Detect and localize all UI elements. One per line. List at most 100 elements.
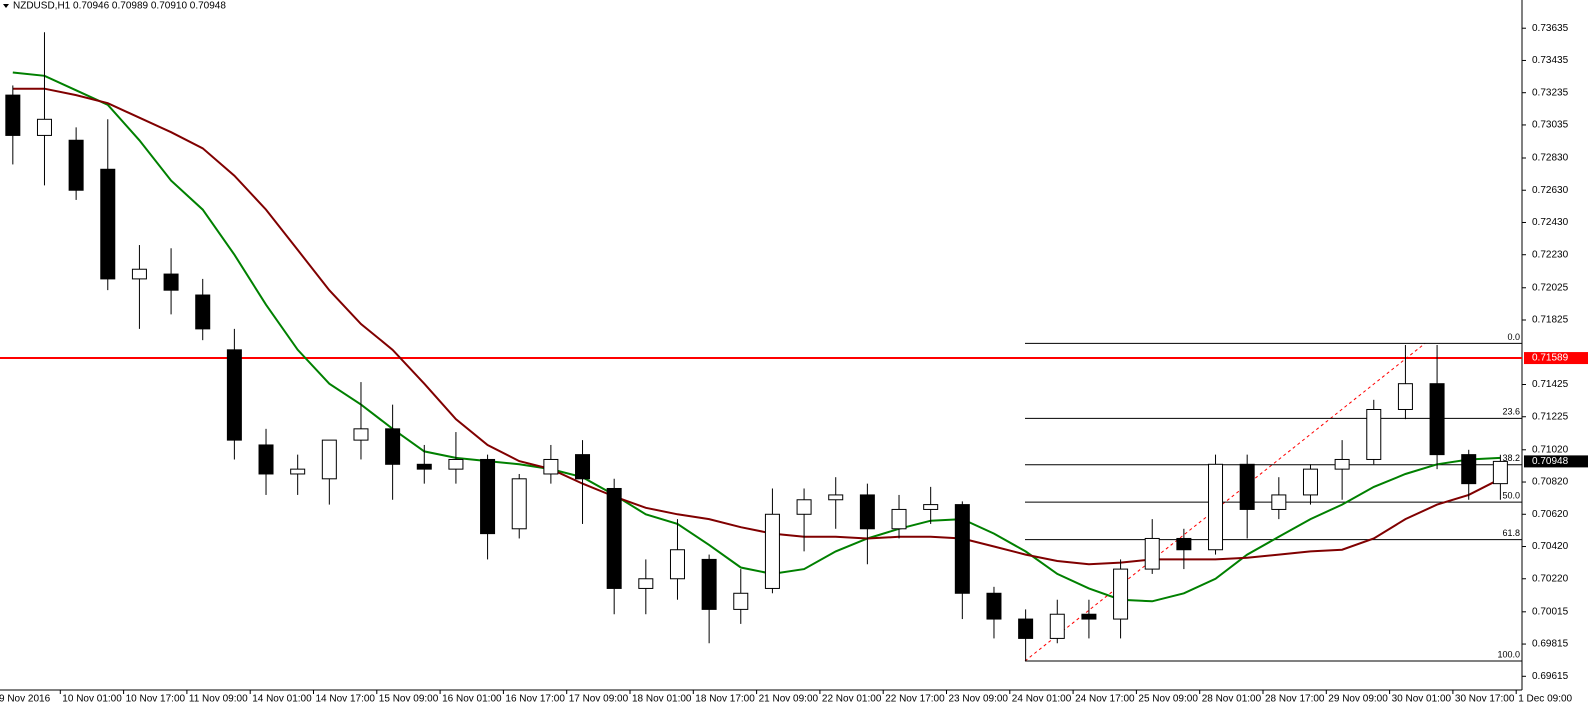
x-tick-label: 29 Nov 09:00 <box>1328 694 1388 705</box>
x-tick-label: 18 Nov 17:00 <box>695 694 755 705</box>
chart-header: NZDUSD,H1 0.70946 0.70989 0.70910 0.7094… <box>13 1 226 12</box>
candle-body <box>321 439 337 480</box>
y-tick-label: 0.73635 <box>1532 23 1569 34</box>
candle-body <box>733 592 749 610</box>
candle-body <box>796 499 812 515</box>
x-tick-label: 23 Nov 09:00 <box>949 694 1009 705</box>
x-tick-label: 14 Nov 17:00 <box>316 694 376 705</box>
candle-body <box>385 428 401 465</box>
last-price-tag-bg <box>1524 455 1588 468</box>
x-tick-label: 14 Nov 01:00 <box>252 694 312 705</box>
y-tick-label: 0.70420 <box>1532 541 1569 552</box>
x-tick-label: 30 Nov 01:00 <box>1392 694 1452 705</box>
x-tick-label: 22 Nov 01:00 <box>822 694 882 705</box>
candle-body <box>1302 468 1318 496</box>
candle-body <box>986 592 1002 620</box>
candle-body <box>954 504 970 594</box>
y-tick-label: 0.72430 <box>1532 217 1569 228</box>
fib-label: 100.0 <box>1497 649 1520 659</box>
x-tick-label: 28 Nov 17:00 <box>1265 694 1325 705</box>
candle-body <box>1018 618 1034 639</box>
candle-body <box>701 558 717 610</box>
candle-body <box>764 513 780 589</box>
y-tick-label: 0.70015 <box>1532 606 1569 617</box>
candle-body <box>448 458 464 470</box>
candle-body <box>100 168 116 280</box>
candle-body <box>859 494 875 530</box>
y-tick-label: 0.72830 <box>1532 153 1569 164</box>
candle-body <box>1176 537 1192 551</box>
y-tick-label: 0.71020 <box>1532 444 1569 455</box>
candle-body <box>606 487 622 589</box>
candle-body <box>5 94 21 136</box>
x-tick-label: 9 Nov 2016 <box>0 694 51 705</box>
candle-body <box>1144 537 1160 570</box>
y-tick-label: 0.72630 <box>1532 185 1569 196</box>
fib-label: 61.8 <box>1502 528 1520 538</box>
candle-body <box>290 468 306 475</box>
moving-average <box>12 87 1501 566</box>
candle-body <box>416 463 432 470</box>
y-tick-label: 0.70220 <box>1532 573 1569 584</box>
y-tick-label: 0.71225 <box>1532 411 1569 422</box>
x-tick-label: 1 Dec 09:00 <box>1518 694 1572 705</box>
x-tick-label: 10 Nov 17:00 <box>126 694 186 705</box>
x-tick-label: 11 Nov 09:00 <box>189 694 248 705</box>
x-tick-label: 10 Nov 01:00 <box>62 694 122 705</box>
candle-body <box>195 294 211 330</box>
y-tick-label: 0.71825 <box>1532 315 1569 326</box>
x-tick-label: 15 Nov 09:00 <box>379 694 439 705</box>
candle-body <box>575 454 591 480</box>
moving-average <box>12 71 1501 603</box>
candle-body <box>923 504 939 510</box>
candle-body <box>669 549 685 580</box>
candle-body <box>36 118 52 136</box>
x-tick-label: 16 Nov 17:00 <box>505 694 565 705</box>
x-tick-label: 22 Nov 17:00 <box>885 694 945 705</box>
y-tick-label: 0.70820 <box>1532 477 1569 488</box>
candle-body <box>1081 613 1097 620</box>
fib-label: 50.0 <box>1502 491 1520 501</box>
candle-body <box>480 458 496 535</box>
fib-label: 23.6 <box>1502 407 1520 417</box>
x-tick-label: 24 Nov 01:00 <box>1012 694 1072 705</box>
candle-body <box>891 508 907 530</box>
candle-body <box>131 268 147 280</box>
fib-trendline <box>1024 342 1426 662</box>
y-tick-label: 0.70620 <box>1532 509 1569 520</box>
y-tick-label: 0.69815 <box>1532 639 1569 650</box>
x-tick-label: 16 Nov 01:00 <box>442 694 502 705</box>
y-tick-label: 0.73235 <box>1532 87 1569 98</box>
candle-body <box>638 578 654 589</box>
candle-body <box>226 349 242 441</box>
candle-body <box>163 273 179 291</box>
candle-body <box>543 458 559 475</box>
y-tick-label: 0.72025 <box>1532 282 1569 293</box>
candle-body <box>1113 568 1129 620</box>
x-tick-label: 17 Nov 09:00 <box>569 694 629 705</box>
y-tick-label: 0.71425 <box>1532 379 1569 390</box>
candle-body <box>1049 613 1065 639</box>
y-tick-label: 0.73035 <box>1532 120 1569 131</box>
y-tick-label: 0.69615 <box>1532 671 1569 682</box>
candle-body <box>1461 454 1477 485</box>
y-tick-label: 0.73435 <box>1532 55 1569 66</box>
candle-body <box>1271 494 1287 510</box>
candle-body <box>511 478 527 530</box>
candle-body <box>1492 460 1508 485</box>
candle-body <box>1239 463 1255 510</box>
x-tick-label: 30 Nov 17:00 <box>1455 694 1515 705</box>
candle-body <box>1397 383 1413 410</box>
last-price-tag: 0.70948 <box>1532 456 1569 467</box>
candle-body <box>828 494 844 501</box>
candle-body <box>1429 383 1445 456</box>
y-tick-label: 0.72230 <box>1532 249 1569 260</box>
candle-body <box>1366 408 1382 460</box>
candle-body <box>1208 463 1224 551</box>
x-tick-label: 28 Nov 01:00 <box>1202 694 1262 705</box>
x-tick-label: 18 Nov 01:00 <box>632 694 692 705</box>
fib-label: 0.0 <box>1507 332 1520 342</box>
hline-price-tag-bg <box>1524 352 1588 365</box>
